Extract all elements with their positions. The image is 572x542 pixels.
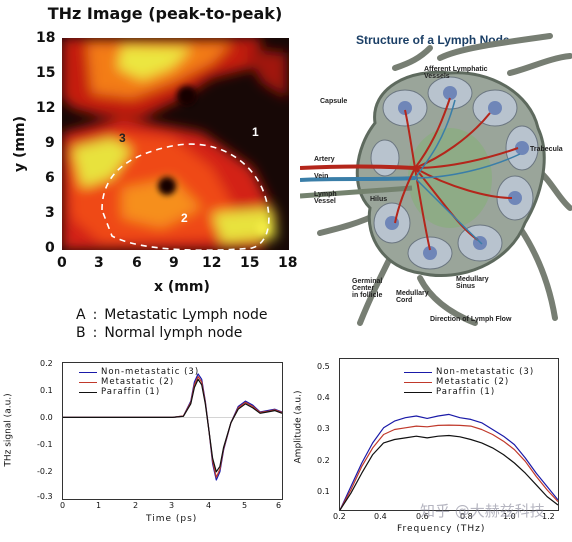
y-tick: 3 xyxy=(45,205,55,221)
legend-swatch xyxy=(79,372,97,373)
y-tick: 0.2 xyxy=(317,456,330,465)
time-domain-plot-area: Non-metastatic (3) Metastatic (2) Paraff… xyxy=(62,362,283,500)
legend-entry-label: Paraffin (1) xyxy=(436,387,496,397)
x-tick: 1.0 xyxy=(503,512,516,521)
label-hilus: Hilus xyxy=(370,196,388,203)
y-tick: 15 xyxy=(36,65,56,81)
label-afferent: Afferent Lymphatic Vessels xyxy=(424,66,488,80)
x-tick: 6 xyxy=(276,501,282,510)
legend-entry: Paraffin (1) xyxy=(404,387,534,397)
legend-ab: A : Metastatic Lymph node B : Normal lym… xyxy=(76,306,268,342)
y-tick: 6 xyxy=(45,170,55,186)
x-tick: 1.2 xyxy=(542,512,555,521)
x-tick: 3 xyxy=(169,501,175,510)
y-tick: -0.1 xyxy=(37,440,53,449)
label-vein: Vein xyxy=(314,173,329,180)
legend-entry-label: Paraffin (1) xyxy=(101,387,161,397)
label-trabecula: Trabecula xyxy=(530,146,563,153)
legend-entry-label: Non-metastatic (3) xyxy=(436,367,535,377)
x-tick: 6 xyxy=(132,255,142,271)
legend-entry: Metastatic (2) xyxy=(79,377,199,387)
x-tick: 12 xyxy=(202,255,222,271)
series-line-1 xyxy=(339,424,559,511)
y-tick: -0.2 xyxy=(37,467,53,476)
legend-entry-label: Metastatic (2) xyxy=(101,377,175,387)
y-tick: 0.3 xyxy=(317,424,330,433)
y-tick: 0.4 xyxy=(317,393,330,402)
label-lymph-vessel: Lymph Vessel xyxy=(314,191,337,205)
thz-xlabel: x (mm) xyxy=(154,279,210,295)
label-medullary-sinus: Medullary Sinus xyxy=(456,276,489,290)
series-line-0 xyxy=(339,413,559,511)
label-capsule: Capsule xyxy=(320,98,348,105)
legend-swatch xyxy=(404,382,432,383)
y-tick: 0.1 xyxy=(317,487,330,496)
series-line-2 xyxy=(63,378,283,473)
freq-domain-plot-area: Non-metastatic (3) Metastatic (2) Paraff… xyxy=(339,358,559,511)
legend-entry: Non-metastatic (3) xyxy=(404,367,534,377)
thz-image-title: THz Image (peak-to-peak) xyxy=(47,4,283,23)
x-tick: 18 xyxy=(278,255,298,271)
legend-entry: Non-metastatic (3) xyxy=(79,367,199,377)
x-tick: 4 xyxy=(206,501,212,510)
freq-domain-chart xyxy=(339,413,559,511)
x-tick: 0 xyxy=(57,255,67,271)
freq-ylabel: Amplitude (a.u.) xyxy=(293,390,304,464)
lymph-node-diagram: Structure of a Lymph Node xyxy=(300,28,572,328)
x-tick: 0 xyxy=(60,501,66,510)
legend-swatch xyxy=(404,392,432,393)
freq-xlabel: Frequency (THz) xyxy=(397,524,486,534)
legend-entry-label: Metastatic (2) xyxy=(436,377,510,387)
label-artery: Artery xyxy=(314,156,335,163)
y-tick: 0.2 xyxy=(40,359,53,368)
thz-ylabel: y (mm) xyxy=(11,116,28,172)
region-label-3: 3 xyxy=(119,131,126,145)
time-ylabel: THz signal (a.u.) xyxy=(3,393,14,467)
thz-heatmap xyxy=(62,38,289,250)
y-tick: 0.1 xyxy=(40,386,53,395)
x-tick: 9 xyxy=(169,255,179,271)
y-tick: 9 xyxy=(45,135,55,151)
legend-swatch xyxy=(79,392,97,393)
x-tick: 5 xyxy=(242,501,248,510)
x-tick: 2 xyxy=(133,501,139,510)
x-tick: 1 xyxy=(96,501,102,510)
x-tick: 0.2 xyxy=(333,512,346,521)
x-tick: 15 xyxy=(240,255,260,271)
y-tick: -0.3 xyxy=(37,492,53,501)
label-germinal: Germinal Center in follicle xyxy=(352,278,383,299)
x-tick: 3 xyxy=(94,255,104,271)
legend-a: A : Metastatic Lymph node xyxy=(76,307,268,323)
x-tick: 0.6 xyxy=(416,512,429,521)
lymph-node-title: Structure of a Lymph Node xyxy=(356,33,510,47)
x-tick: 0.8 xyxy=(460,512,473,521)
y-tick: 0 xyxy=(45,240,55,256)
region-label-2: 2 xyxy=(181,211,188,225)
label-medullary-cord: Medullary Cord xyxy=(396,290,429,304)
legend-entry: Paraffin (1) xyxy=(79,387,199,397)
region-label-1: 1 xyxy=(252,125,259,139)
legend-swatch xyxy=(404,372,432,373)
y-tick: 12 xyxy=(36,100,56,116)
time-xlabel: Time (ps) xyxy=(146,514,198,524)
watermark: 知乎 @大赫兹科技 xyxy=(420,502,545,520)
x-tick: 0.4 xyxy=(374,512,387,521)
time-legend: Non-metastatic (3) Metastatic (2) Paraff… xyxy=(79,367,199,397)
y-tick: 0.0 xyxy=(40,413,53,422)
legend-swatch xyxy=(79,382,97,383)
legend-entry: Metastatic (2) xyxy=(404,377,534,387)
legend-b: B : Normal lymph node xyxy=(76,325,243,341)
series-line-2 xyxy=(339,434,559,511)
freq-legend: Non-metastatic (3) Metastatic (2) Paraff… xyxy=(404,367,534,397)
legend-entry-label: Non-metastatic (3) xyxy=(101,367,200,377)
y-tick: 18 xyxy=(36,30,56,46)
label-direction: Direction of Lymph Flow xyxy=(430,316,512,323)
y-tick: 0.5 xyxy=(317,362,330,371)
time-domain-chart xyxy=(63,373,283,481)
